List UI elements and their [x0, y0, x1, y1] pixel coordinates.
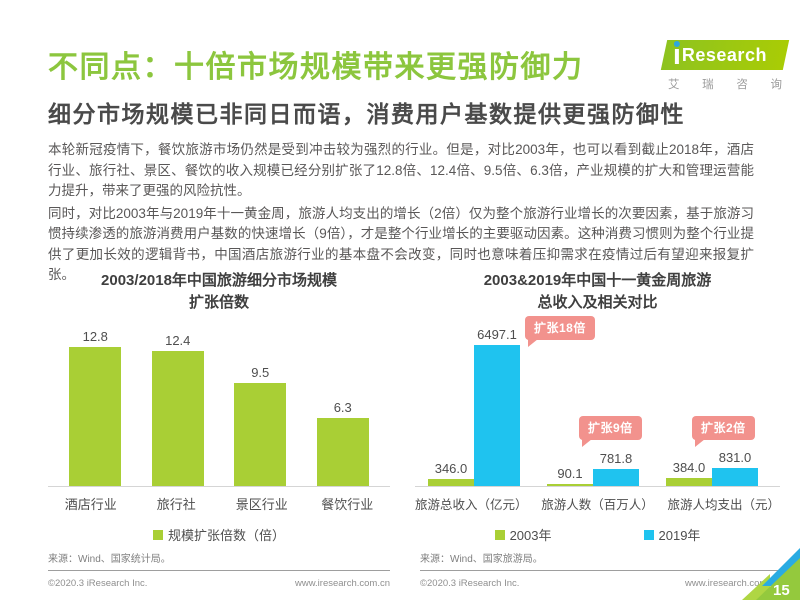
bar-column: 781.8: [593, 451, 639, 486]
x-axis-label: 餐饮行业: [321, 497, 374, 512]
corner-decoration: 15: [742, 548, 800, 600]
bar: [151, 351, 204, 486]
x-axis-label: 旅行社: [156, 497, 196, 512]
callout-badge-18x: 扩张18倍: [525, 316, 595, 347]
bar-value-label: 384.0: [672, 459, 706, 475]
callout-badge-9x: 扩张9倍: [579, 416, 642, 447]
corner-triangle-green: [756, 558, 800, 600]
body-text: 本轮新冠疫情下，餐饮旅游市场仍然是受到冲击较为强烈的行业。但是，对比2003年，…: [48, 140, 754, 288]
logo-brand-text: Research: [682, 44, 768, 65]
page-title: 不同点：十倍市场规模带来更强防御力: [48, 51, 584, 84]
page-subtitle: 细分市场规模已非同日而语，消费用户基数提供更强防御性: [48, 101, 685, 127]
paragraph-1: 本轮新冠疫情下，餐饮旅游市场仍然是受到冲击较为强烈的行业。但是，对比2003年，…: [48, 142, 754, 198]
bar-value-label: 6.3: [333, 399, 352, 415]
legend-item-2019: 2019年: [643, 525, 700, 544]
bar-value-label: 90.1: [557, 466, 583, 481]
bar-value-label: 12.4: [165, 333, 191, 349]
bar: [474, 344, 520, 486]
source-note-left: 来源：Wind、国家统计局。: [48, 554, 171, 565]
x-axis-label: 景区行业: [235, 497, 288, 512]
bar: [428, 478, 474, 486]
x-axis-label: 旅游人数（百万人）: [541, 498, 654, 512]
legend-left: 规模扩张倍数（倍）: [48, 525, 390, 544]
x-axis-labels-right: 旅游总收入（亿元） 旅游人数（百万人） 旅游人均支出（元）: [415, 494, 780, 513]
iresearch-logo: Research 艾 瑞 咨 询: [660, 40, 790, 92]
bar: [712, 467, 758, 486]
bar-value-label: 831.0: [718, 449, 752, 465]
callout-badge-2x: 扩张2倍: [692, 416, 755, 447]
bar-plot-left: 12.8 12.4 9.5 6.3: [48, 316, 390, 487]
bar-column: 9.5: [234, 364, 287, 486]
bar-group: 346.0 6497.1: [428, 327, 520, 486]
charts-row: 2003/2018年中国旅游细分市场规模 扩张倍数 12.8 12.4 9.5 6.3…: [48, 270, 780, 544]
bar-value-label: 781.8: [599, 451, 633, 467]
bar-plot-right: 扩张18倍 扩张9倍 扩张2倍 346.0 6497.1 90.1 781.8 384.…: [415, 316, 780, 487]
logo-chinese-name: 艾 瑞 咨 询: [668, 79, 782, 91]
footer-divider-right: [420, 570, 780, 571]
chart-right-title: 2003&2019年中国十一黄金周旅游 总收入及相关对比: [483, 272, 712, 311]
legend-right: 2003年 2019年: [415, 525, 780, 544]
legend-item-2003: 2003年: [494, 525, 552, 544]
paragraph-2: 同时，对比2003年与2019年十一黄金周，旅游人均支出的增长（2倍）仅为整个旅…: [48, 205, 754, 283]
bar-value-label: 346.0: [434, 460, 468, 476]
x-axis-label: 酒店行业: [64, 497, 117, 512]
footer-divider-left: [48, 570, 390, 571]
bar: [234, 382, 287, 486]
bar-column: 346.0: [428, 460, 474, 486]
x-axis-label: 旅游人均支出（元）: [667, 498, 780, 512]
bar-value-label: 9.5: [251, 364, 270, 380]
legend-swatch-2003: [494, 529, 505, 540]
legend-item: 规模扩张倍数（倍）: [152, 525, 285, 544]
x-axis-labels-left: 酒店行业 旅行社 景区行业 餐饮行业: [48, 494, 390, 513]
bar: [547, 484, 593, 486]
bar: [666, 477, 712, 486]
bar-column: 12.8: [69, 329, 122, 486]
footer-left: ©2020.3 iResearch Inc. www.iresearch.com…: [48, 578, 390, 589]
bar-column: 6.3: [316, 399, 369, 486]
chart-left-title: 2003/2018年中国旅游细分市场规模 扩张倍数: [101, 272, 337, 311]
logo-i-icon: [675, 48, 679, 64]
bar-column: 831.0: [712, 450, 758, 486]
bar-column: 6497.1: [474, 327, 520, 486]
bar: [69, 347, 122, 486]
footer-right: ©2020.3 iResearch Inc. www.iresearch.com…: [420, 578, 780, 589]
website-left: www.iresearch.com.cn: [294, 578, 390, 589]
x-axis-label: 旅游总收入（亿元）: [415, 498, 528, 512]
bar-group: 384.0 831.0: [666, 450, 758, 486]
bar: [316, 417, 369, 486]
bar-column: 90.1: [547, 466, 593, 486]
bar-value-label: 12.8: [82, 329, 108, 345]
bar-group: 90.1 781.8: [547, 451, 639, 486]
chart-market-expansion: 2003/2018年中国旅游细分市场规模 扩张倍数 12.8 12.4 9.5 6.3…: [48, 270, 390, 544]
chart-golden-week: 2003&2019年中国十一黄金周旅游 总收入及相关对比 扩张18倍 扩张9倍 …: [415, 270, 780, 544]
website-right: www.iresearch.com.cn: [684, 578, 780, 589]
copyright-left: ©2020.3 iResearch Inc.: [48, 578, 148, 589]
page-number: 15: [773, 582, 790, 599]
copyright-right: ©2020.3 iResearch Inc.: [420, 578, 520, 589]
source-note-right: 来源：Wind、国家旅游局。: [420, 554, 543, 565]
bar-column: 12.4: [151, 333, 204, 486]
bar: [593, 469, 639, 486]
bar-column: 384.0: [666, 460, 712, 486]
bar-value-label: 6497.1: [477, 326, 517, 342]
legend-swatch-2019: [643, 529, 654, 540]
legend-swatch-green: [152, 529, 163, 540]
logo-banner: Research: [660, 40, 790, 70]
